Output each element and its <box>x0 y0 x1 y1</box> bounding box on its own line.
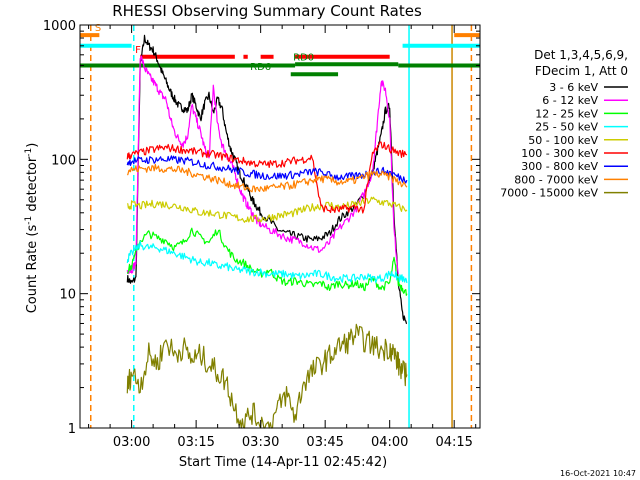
legend-label-5: 50 - 100 keV <box>528 134 598 147</box>
y-tick-label: 1000 <box>43 19 76 34</box>
y-axis-label-mid: detector <box>25 156 40 216</box>
y-tick-label: 1 <box>68 422 76 437</box>
plot-area: S F RD0 RD6 <box>79 23 481 429</box>
y-tick-label: 100 <box>51 153 76 168</box>
legend-header-1: Det 1,3,4,5,6,9, <box>534 48 628 62</box>
flag-label-RD6: RD6 <box>250 62 271 73</box>
series-line-3 <box>126 227 408 296</box>
legend-label-1: 3 - 6 keV <box>549 81 598 94</box>
series-line-6 <box>126 141 408 214</box>
legend-label-8: 800 - 7000 keV <box>514 173 598 186</box>
x-axis-label: Start Time (14-Apr-11 02:45:42) <box>179 455 387 470</box>
legend-label-7: 300 - 800 keV <box>521 160 598 173</box>
y-axis-label-sup1: -1 <box>24 216 34 225</box>
y-axis-label-sup2: -1 <box>24 148 34 157</box>
legend-label-3: 12 - 25 keV <box>535 107 598 120</box>
series-line-7 <box>126 155 408 184</box>
series-line-1 <box>126 34 408 325</box>
footer-date: 16-Oct-2021 10:47 <box>560 469 636 478</box>
x-axis: 03:00 03:15 03:30 03:45 04:00 04:15 <box>88 25 477 450</box>
plot-frame <box>79 24 481 429</box>
legend-label-6: 100 - 300 keV <box>521 147 598 160</box>
flag-label-F: F <box>135 45 141 56</box>
y-axis: 1 10 100 1000 <box>43 19 480 437</box>
legend-label-4: 25 - 50 keV <box>535 121 598 134</box>
y-axis-label-end: ) <box>25 143 40 148</box>
y-axis-label: Count Rate (s-1 detector-1) <box>24 143 40 314</box>
x-tick-label: 03:15 <box>177 435 214 450</box>
y-tick-label: 10 <box>59 288 76 303</box>
legend-header-2: FDecim 1, Att 0 <box>535 64 628 78</box>
x-tick-label: 04:00 <box>371 435 408 450</box>
legend-label-9: 7000 - 15000 keV <box>500 187 598 200</box>
series-line-9 <box>126 323 408 429</box>
series-line-8 <box>126 163 408 193</box>
x-tick-label: 04:15 <box>435 435 472 450</box>
series-line-4 <box>126 240 408 284</box>
legend: Det 1,3,4,5,6,9, FDecim 1, Att 0 3 - 6 k… <box>500 48 628 200</box>
legend-label-2: 6 - 12 keV <box>542 94 598 107</box>
series-line-5 <box>126 196 408 223</box>
x-tick-label: 03:00 <box>113 435 150 450</box>
y-axis-label-main: Count Rate (s <box>25 225 40 314</box>
x-tick-label: 03:45 <box>306 435 343 450</box>
chart-title: RHESSI Observing Summary Count Rates <box>112 2 422 20</box>
flag-label-S: S <box>95 23 101 34</box>
flag-label-RD0: RD0 <box>293 52 314 63</box>
series-line-2 <box>126 55 399 275</box>
x-tick-label: 03:30 <box>242 435 279 450</box>
